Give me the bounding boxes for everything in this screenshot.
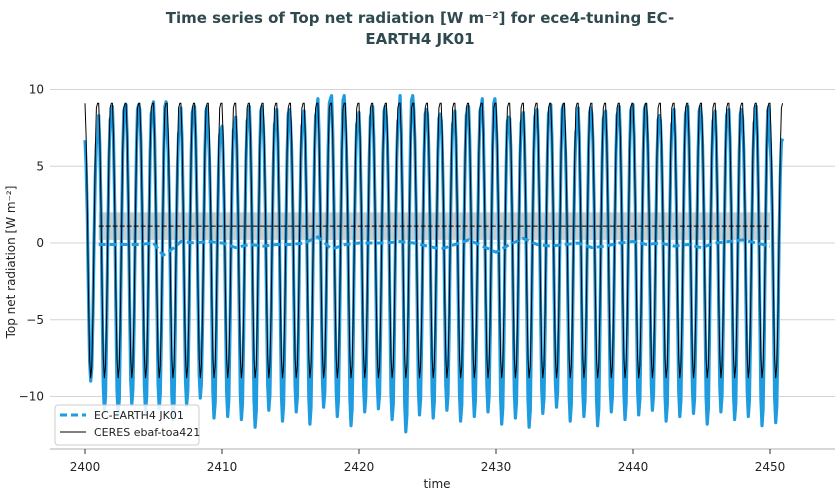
y-tick-label: −5 (26, 313, 44, 327)
ceres-monthly-line (84, 102, 784, 379)
y-tick-label: 10 (29, 83, 44, 97)
legend-label-model: EC-EARTH4 JK01 (94, 409, 184, 422)
legend-label-ceres: CERES ebaf-toa421 (94, 426, 200, 439)
legend-box (54, 404, 200, 446)
chart-title-line2: EARTH4 JK01 (365, 30, 475, 48)
x-axis-label: time (423, 477, 450, 491)
chart-title-line1: Time series of Top net radiation [W m⁻²]… (165, 9, 675, 27)
x-tick-label: 2400 (70, 460, 101, 474)
x-tick-label: 2410 (207, 460, 238, 474)
x-tick-label: 2440 (618, 460, 649, 474)
x-tick-label: 2420 (344, 460, 375, 474)
legend: EC-EARTH4 JK01 CERES ebaf-toa421 (54, 404, 200, 446)
x-tick-label: 2450 (755, 460, 786, 474)
model-running-mean-line (98, 235, 771, 258)
model-monthly-line (83, 93, 785, 434)
y-axis-label: Top net radiation [W m⁻²] (4, 186, 18, 340)
x-tick-label: 2430 (481, 460, 512, 474)
y-tick-label: 5 (36, 159, 44, 173)
y-tick-label: −10 (19, 390, 44, 404)
chart-title: Time series of Top net radiation [W m⁻²]… (150, 8, 690, 50)
y-tick-label: 0 (36, 236, 44, 250)
